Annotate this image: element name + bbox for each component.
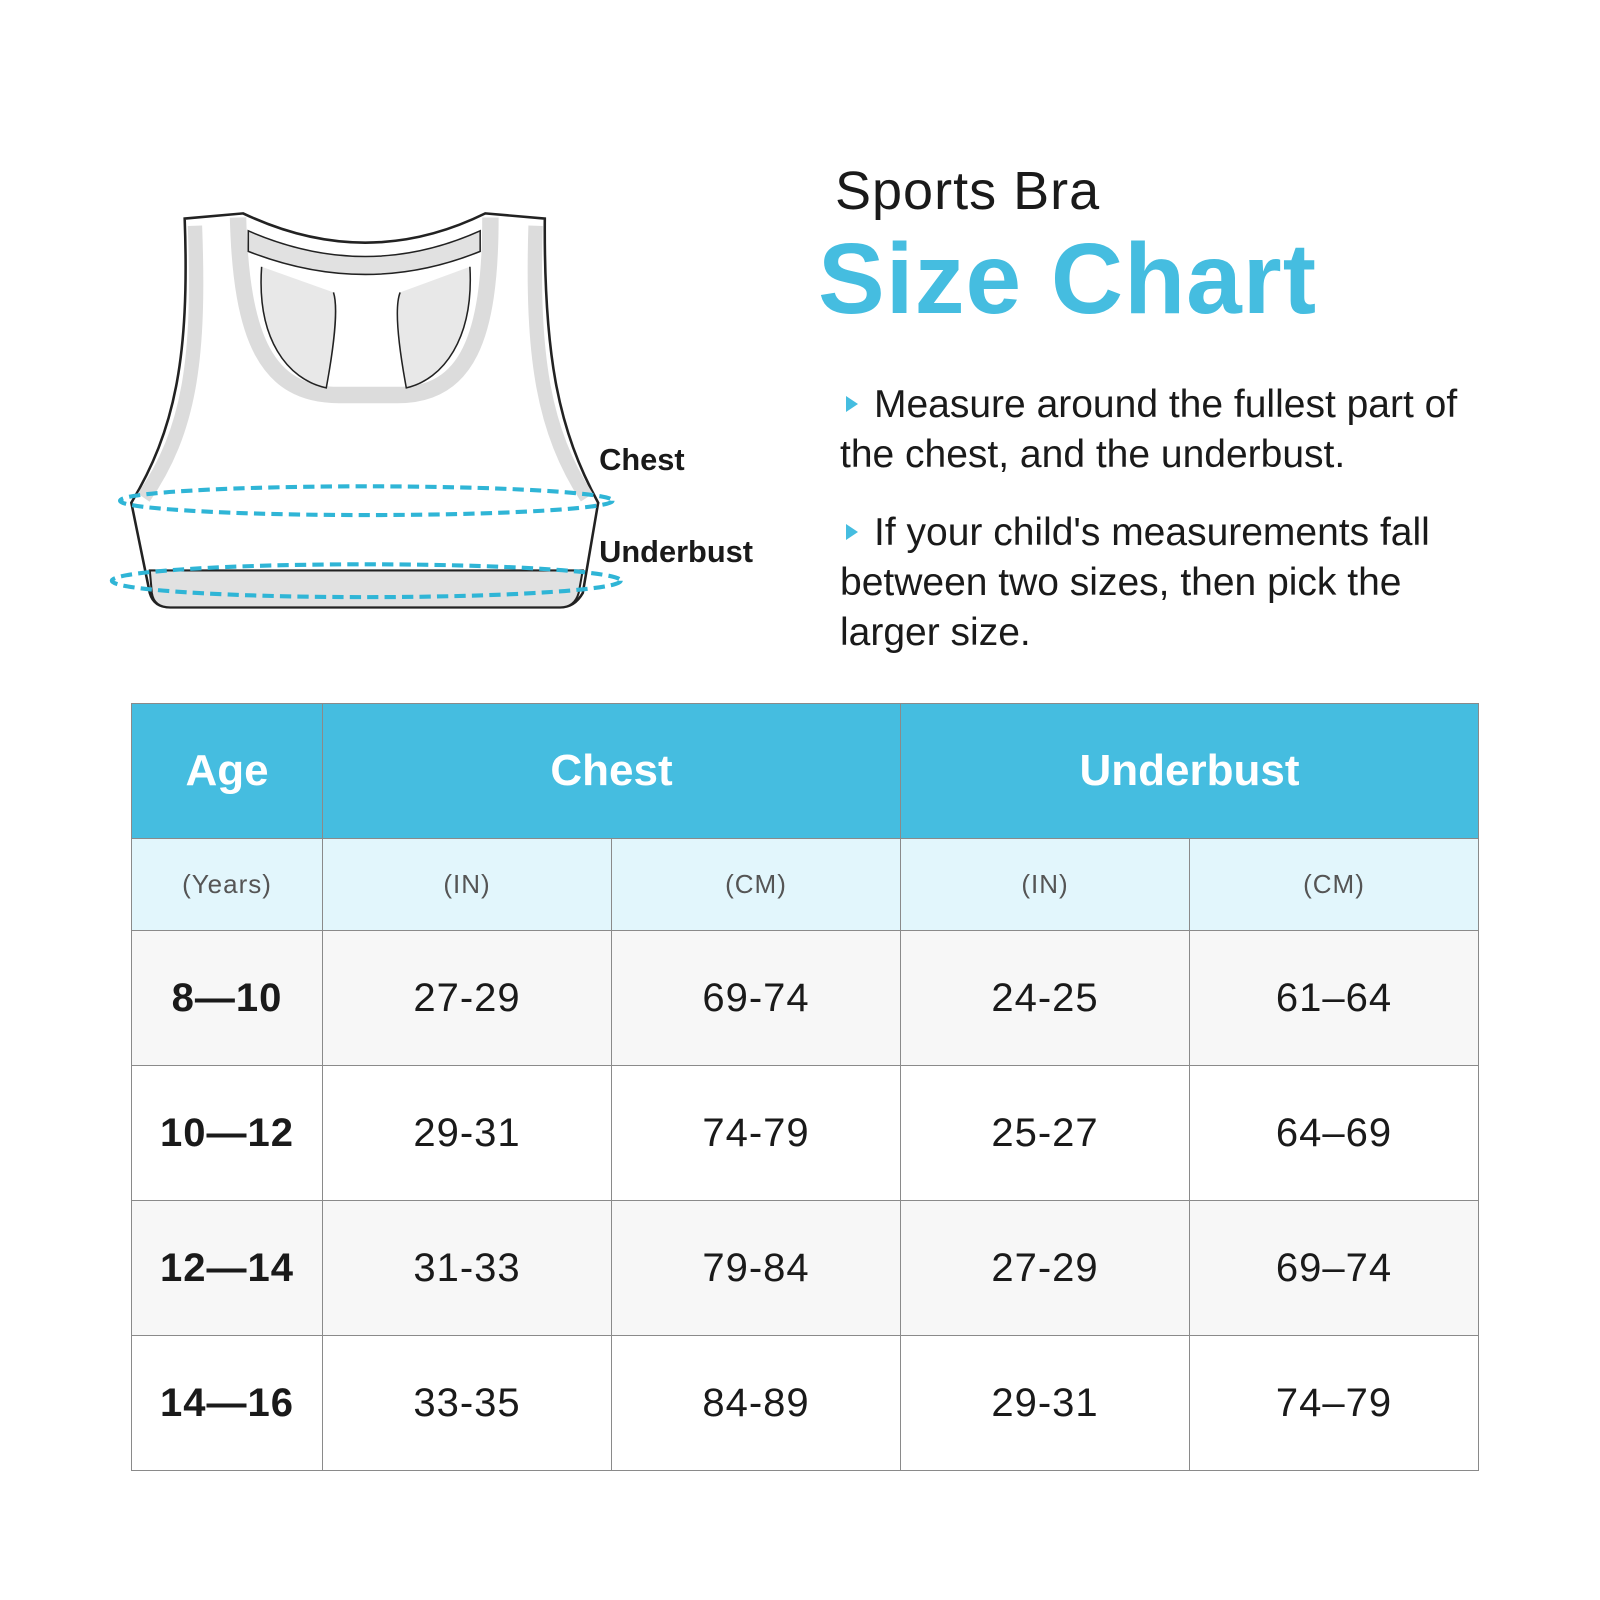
- age-cell: 12—14: [131, 1200, 323, 1336]
- unit-cell: (CM): [1189, 838, 1479, 931]
- data-row: 12—14 31-33 79-84 27-29 69–74: [131, 1200, 1479, 1336]
- data-row: 10—12 29-31 74-79 25-27 64–69: [131, 1065, 1479, 1201]
- instruction: Measure around the fullest part of the c…: [840, 380, 1500, 480]
- unit-cell: (IN): [322, 838, 612, 931]
- table-body: Age Chest Underbust (Years) (IN) (CM) (IN) (CM)…: [131, 703, 1479, 1471]
- underbust-label: Underbust: [599, 534, 753, 569]
- size-cell: 31-33: [322, 1200, 612, 1336]
- size-cell: 69–74: [1189, 1200, 1479, 1336]
- unit-cell: (CM): [611, 838, 901, 931]
- back-panel: [247, 229, 481, 276]
- bullet: [846, 395, 858, 412]
- subtitle: Sports Bra: [835, 161, 1101, 221]
- size-cell: 25-27: [900, 1065, 1190, 1201]
- size-cell: 29-31: [322, 1065, 612, 1201]
- size-cell: 74–79: [1189, 1335, 1479, 1471]
- strap-edge: [527, 225, 593, 502]
- age-cell: 14—16: [131, 1335, 323, 1471]
- instruction-text: If your child's measurements fall betwee…: [840, 511, 1430, 654]
- bra-band: [148, 569, 584, 609]
- data-row: 14—16 33-35 84-89 29-31 74–79: [131, 1335, 1479, 1471]
- instruction-text: Measure around the fullest part of the c…: [840, 383, 1458, 476]
- size-cell: 27-29: [322, 930, 612, 1066]
- strap-edge: [137, 225, 204, 502]
- instruction: If your child's measurements fall betwee…: [840, 508, 1500, 658]
- unit-cell: (IN): [900, 838, 1190, 931]
- data-row: 8—10 27-29 69-74 24-25 61–64: [131, 930, 1479, 1066]
- chest-label: Chest: [599, 442, 684, 477]
- size-cell: 64–69: [1189, 1065, 1479, 1201]
- header-row: Age Chest Underbust: [131, 703, 1479, 839]
- header-cell: Underbust: [900, 703, 1479, 839]
- size-cell: 24-25: [900, 930, 1190, 1066]
- size-cell: 69-74: [611, 930, 901, 1066]
- units-row: (Years) (IN) (CM) (IN) (CM): [131, 838, 1479, 931]
- size-cell: 27-29: [900, 1200, 1190, 1336]
- size-cell: 61–64: [1189, 930, 1479, 1066]
- bullet: [846, 523, 858, 540]
- underbust-measure: [109, 562, 623, 600]
- size-cell: 74-79: [611, 1065, 901, 1201]
- strap-edge: [229, 217, 499, 404]
- size-cell: 79-84: [611, 1200, 901, 1336]
- header-cell: Age: [131, 703, 323, 839]
- size-cell: 33-35: [322, 1335, 612, 1471]
- bra-diagram: Chest Underbust: [109, 212, 753, 609]
- size-table: Age Chest Underbust (Years) (IN) (CM) (IN) (CM)…: [131, 703, 1479, 1471]
- racer-cut: [396, 266, 472, 389]
- racer-cut: [260, 266, 337, 389]
- age-cell: 8—10: [131, 930, 323, 1066]
- chest-measure: [117, 484, 615, 518]
- age-cell: 10—12: [131, 1065, 323, 1201]
- header-cell: Chest: [322, 703, 901, 839]
- size-cell: 29-31: [900, 1335, 1190, 1471]
- title: Size Chart: [818, 223, 1318, 335]
- unit-cell: (Years): [131, 838, 323, 931]
- size-cell: 84-89: [611, 1335, 901, 1471]
